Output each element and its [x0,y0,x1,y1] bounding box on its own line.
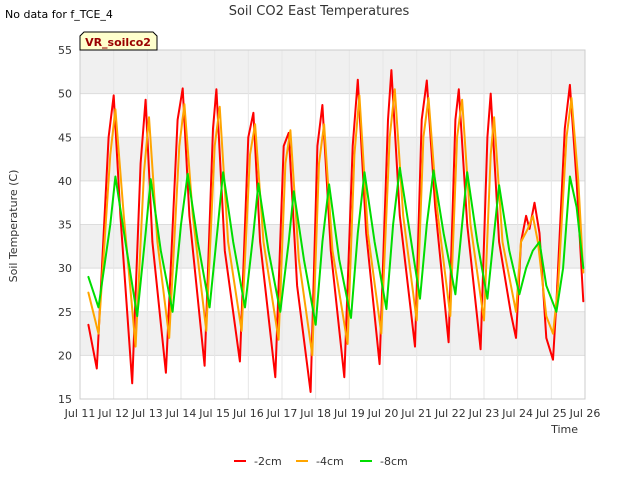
y-tick-label: 25 [58,306,72,319]
badge-shape [79,31,158,51]
legend-label: -4cm [316,455,344,468]
series-line-4cm [87,88,585,357]
x-tick-label: Jul 25 [535,407,567,420]
x-tick-label: Jul 18 [299,407,331,420]
legend-label: -8cm [380,455,408,468]
legend-label: -2cm [254,455,282,468]
dataset-badge: VR_soilco2 [79,31,158,51]
chart-title: Soil CO2 East Temperatures [229,4,410,19]
legend: -2cm -4cm -8cm [234,455,408,468]
background-band [80,50,585,94]
x-tick-label: Jul 13 [131,407,163,420]
x-tick-label: Jul 21 [400,407,432,420]
x-axis-ticks: Jul 11 Jul 12 Jul 13 Jul 14 Jul 15 Jul 16 Jul … [64,407,601,420]
x-tick-label: Jul 23 [468,407,500,420]
y-tick-label: 55 [58,44,72,57]
series-line-8cm [87,166,585,326]
x-tick-label: Jul 15 [198,407,230,420]
x-tick-label: Jul 17 [266,407,298,420]
badge-label: VR_soilco2 [85,36,151,49]
y-tick-label: 15 [58,393,72,406]
background-band [80,311,585,356]
background-band [80,137,585,181]
legend-item: -4cm [296,455,344,468]
plot-frame [79,49,586,400]
legend-item: -2cm [234,455,282,468]
x-tick-label: Jul 24 [501,407,533,420]
x-tick-label: Jul 14 [165,407,197,420]
no-data-note: No data for f_TCE_4 [5,8,113,21]
y-tick-label: 35 [58,219,72,232]
x-tick-label: Jul 26 [569,407,601,420]
series-line-2cm [87,69,585,393]
legend-item: -8cm [360,455,408,468]
x-tick-label: Jul 22 [434,407,466,420]
x-tick-label: Jul 11 [64,407,96,420]
y-axis-ticks: 15 20 25 30 35 40 45 50 55 [58,44,72,406]
y-tick-label: 30 [58,262,72,275]
x-tick-label: Jul 12 [97,407,129,420]
x-tick-label: Jul 16 [232,407,264,420]
series-layer [87,69,585,393]
y-axis-label: Soil Temperature (C) [7,170,20,283]
y-tick-label: 20 [58,349,72,362]
y-tick-label: 40 [58,175,72,188]
x-tick-label: Jul 20 [367,407,399,420]
x-tick-label: Jul 19 [333,407,365,420]
x-axis-label: Time [550,423,578,436]
y-tick-label: 45 [58,131,72,144]
y-tick-label: 50 [58,88,72,101]
